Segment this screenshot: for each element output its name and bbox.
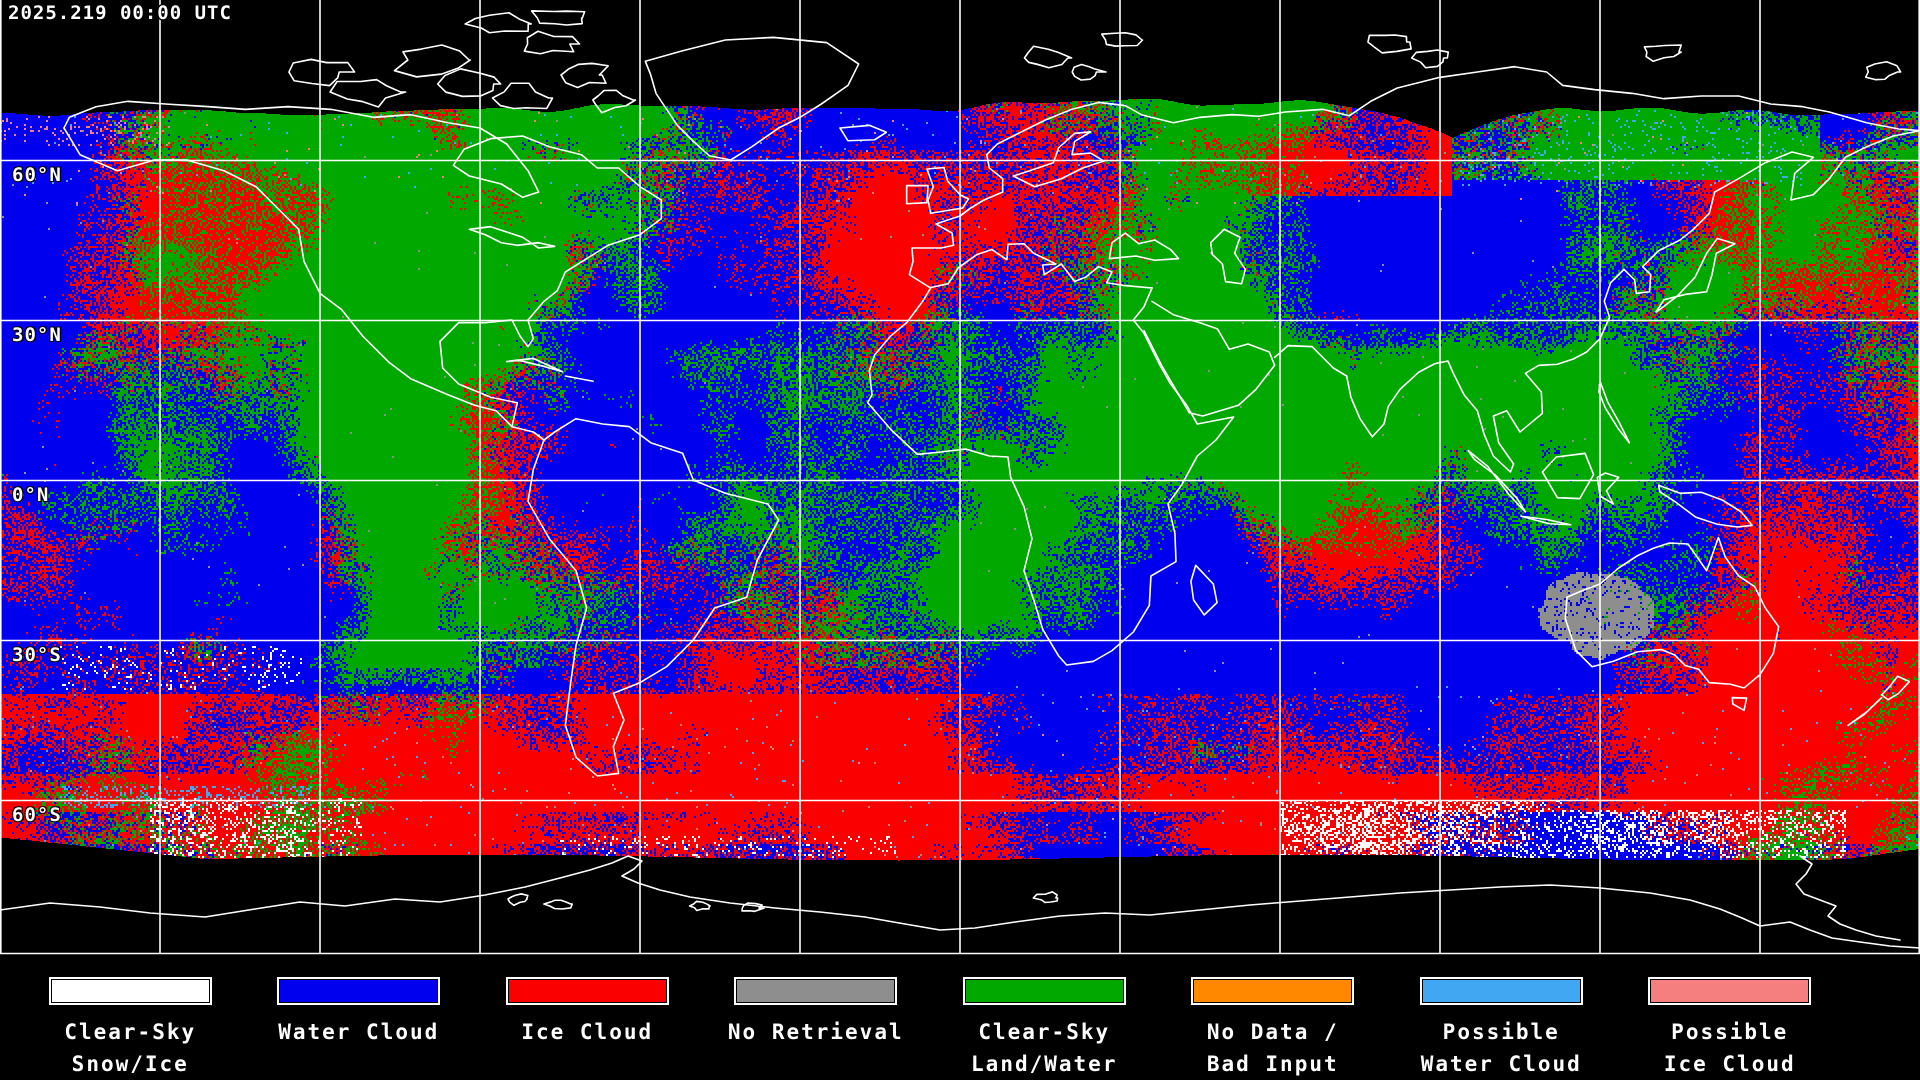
lat-label-0n: 0°N	[12, 484, 50, 506]
legend-swatch-ice-cloud	[505, 977, 669, 1005]
legend-swatch-possible-water-cloud	[1419, 977, 1583, 1005]
cloud-mask-map-canvas	[0, 0, 1920, 960]
lat-label-60s: 60°S	[12, 804, 62, 826]
legend: Clear-Sky Snow/Ice Water Cloud Ice Cloud…	[0, 977, 1920, 1080]
legend-item-ice-cloud: Ice Cloud	[473, 977, 702, 1080]
lat-label-30s: 30°S	[12, 644, 62, 666]
legend-label: Possible Ice Cloud	[1663, 1020, 1796, 1076]
legend-label: No Retrieval	[727, 1020, 904, 1044]
legend-label: Clear-Sky Land/Water	[971, 1020, 1118, 1076]
legend-swatch-clear-sky-snow-ice	[48, 977, 212, 1005]
legend-label: No Data / Bad Input	[1206, 1020, 1339, 1076]
legend-item-water-cloud: Water Cloud	[245, 977, 474, 1080]
legend-label: Clear-Sky Snow/Ice	[64, 1020, 197, 1076]
legend-item-possible-water-cloud: Possible Water Cloud	[1387, 977, 1616, 1080]
legend-swatch-water-cloud	[277, 977, 441, 1005]
legend-label: Possible Water Cloud	[1420, 1020, 1582, 1076]
legend-item-clear-sky-land-water: Clear-Sky Land/Water	[930, 977, 1159, 1080]
legend-label: Ice Cloud	[521, 1020, 654, 1044]
legend-item-no-retrieval: No Retrieval	[702, 977, 931, 1080]
legend-swatch-no-retrieval	[734, 977, 898, 1005]
legend-swatch-no-data-bad-input	[1191, 977, 1355, 1005]
legend-item-no-data-bad-input: No Data / Bad Input	[1159, 977, 1388, 1080]
legend-label: Water Cloud	[278, 1020, 440, 1044]
lat-label-60n: 60°N	[12, 164, 62, 186]
legend-item-clear-sky-snow-ice: Clear-Sky Snow/Ice	[16, 977, 245, 1080]
legend-item-possible-ice-cloud: Possible Ice Cloud	[1616, 977, 1845, 1080]
legend-swatch-possible-ice-cloud	[1648, 977, 1812, 1005]
lat-label-30n: 30°N	[12, 324, 62, 346]
legend-swatch-clear-sky-land-water	[962, 977, 1126, 1005]
timestamp: 2025.219 00:00 UTC	[8, 2, 232, 24]
